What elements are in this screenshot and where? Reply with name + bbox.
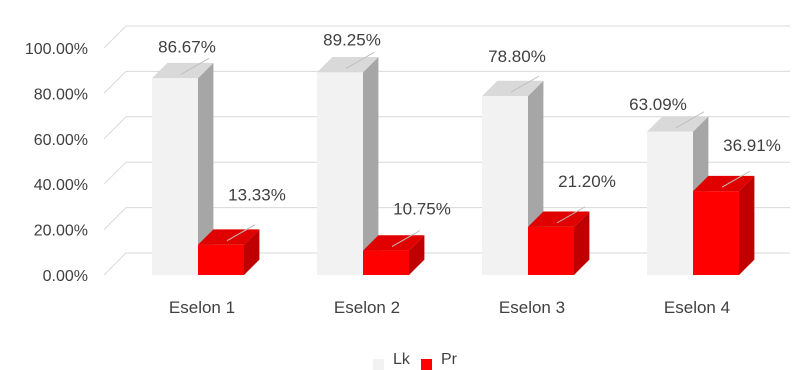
bar-top-Pr-2 — [363, 235, 425, 251]
gridline-1 — [103, 207, 790, 230]
bar-top-Pr-3 — [528, 211, 590, 227]
leader-line — [556, 206, 586, 224]
data-label-Lk-3: 78.80% — [488, 47, 546, 66]
y-tick-label: 0.00% — [43, 268, 88, 285]
gridline-3 — [103, 116, 790, 140]
bar-side-Pr-4 — [739, 175, 755, 275]
bar-Pr-eselon-1 — [198, 244, 244, 275]
data-label-Lk-1: 86.67% — [158, 37, 216, 56]
x-category-label: Eselon 4 — [664, 298, 730, 317]
leader-line — [345, 51, 375, 69]
legend-swatch-Pr — [421, 359, 432, 370]
bar-Lk-eselon-4 — [647, 131, 693, 275]
data-label-Pr-4: 36.91% — [723, 136, 781, 155]
data-labels: 86.67% 13.33% 89.25% 10.75% 78.80% 21.20% 63.0… — [158, 30, 781, 218]
leader-line — [721, 170, 751, 188]
bar-top-Lk-4 — [647, 116, 709, 132]
bar-Pr-eselon-2 — [363, 250, 409, 275]
legend: Lk Pr — [373, 351, 458, 370]
leader-line — [391, 230, 421, 248]
legend-label-Pr: Pr — [441, 351, 458, 368]
y-axis-tick-labels: 0.00% 20.00% 40.00% 60.00% 80.00% 100.00% — [25, 41, 88, 285]
gridline-2 — [103, 161, 790, 185]
data-label-Lk-2: 89.25% — [323, 30, 381, 49]
bar-Lk-eselon-1 — [152, 78, 198, 276]
bar-top-Lk-3 — [482, 80, 544, 97]
bars — [152, 57, 755, 276]
bar-top-Pr-1 — [198, 229, 260, 245]
x-category-label: Eselon 3 — [499, 298, 565, 317]
bar-Pr-eselon-3 — [528, 226, 574, 275]
y-tick-label: 80.00% — [34, 86, 88, 103]
data-label-Pr-1: 13.33% — [228, 186, 286, 205]
leader-line — [226, 224, 256, 242]
leader-line — [180, 57, 210, 75]
bar-Pr-eselon-4 — [693, 191, 739, 275]
x-axis-category-labels: Eselon 1 Eselon 2 Eselon 3 Eselon 4 — [169, 298, 730, 317]
bar-top-Lk-2 — [317, 57, 379, 73]
legend-label-Lk: Lk — [393, 351, 411, 368]
bar-Lk-eselon-3 — [482, 96, 528, 276]
leader-line — [510, 75, 540, 93]
data-label-Pr-2: 10.75% — [393, 200, 451, 219]
bar-side-Pr-1 — [244, 229, 260, 275]
gridline-5 — [103, 25, 790, 49]
bar-side-Pr-3 — [574, 211, 590, 275]
y-tick-label: 40.00% — [34, 177, 88, 194]
y-tick-label: 20.00% — [34, 223, 88, 240]
data-label-leader-lines — [180, 51, 751, 248]
x-category-label: Eselon 1 — [169, 298, 235, 317]
data-label-Lk-4: 63.09% — [629, 95, 687, 114]
data-label-Pr-3: 21.20% — [558, 172, 616, 191]
gridline-4 — [103, 70, 790, 94]
bar-side-Lk-1 — [198, 62, 214, 275]
legend-swatch-Lk — [373, 359, 384, 370]
leader-line — [675, 111, 705, 129]
bar-side-Lk-2 — [363, 57, 379, 275]
bar-side-Pr-2 — [409, 235, 425, 275]
bar-top-Pr-4 — [693, 175, 755, 192]
bar-Lk-eselon-2 — [317, 72, 363, 275]
y-tick-label: 60.00% — [34, 132, 88, 149]
x-category-label: Eselon 2 — [334, 298, 400, 317]
y-tick-label: 100.00% — [25, 41, 88, 58]
bar-top-Lk-1 — [152, 62, 214, 79]
